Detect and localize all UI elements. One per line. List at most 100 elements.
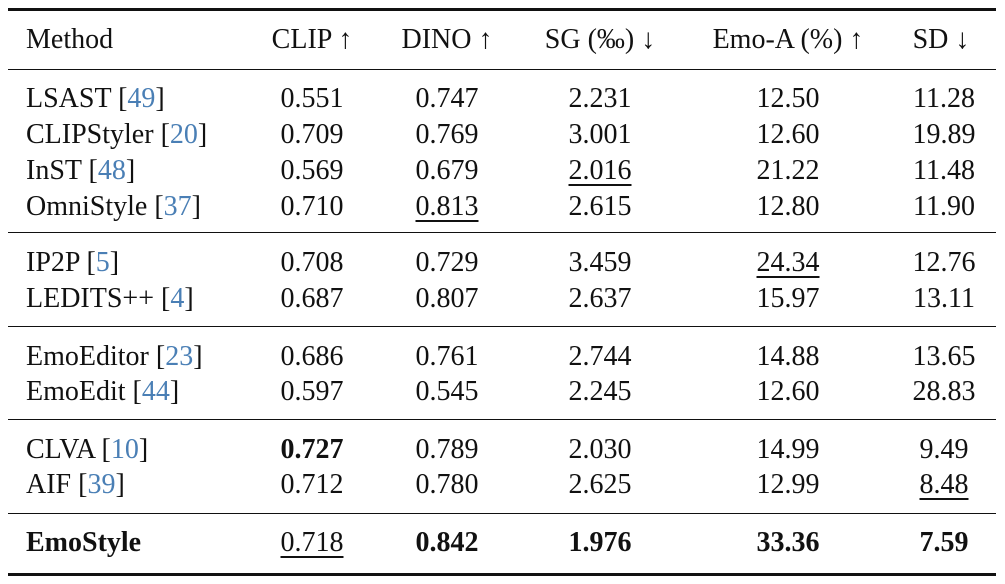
sd-cell: 19.89: [912, 119, 976, 150]
citation-link[interactable]: 4: [170, 283, 185, 314]
table-row: CLIPStyler [20] 0.709 0.769 3.001 12.60 …: [8, 117, 996, 153]
citation-link[interactable]: 10: [110, 434, 139, 465]
header-clip: CLIP ↑: [271, 24, 353, 55]
citation-link[interactable]: 37: [163, 191, 192, 222]
clip-cell: 0.551: [280, 83, 344, 114]
clip-cell: 0.686: [280, 341, 344, 372]
clip-cell: 0.712: [280, 469, 344, 500]
header-emo-a: Emo-A (%) ↑: [712, 24, 864, 55]
clip-cell: 0.687: [280, 283, 344, 314]
group-rule: [8, 232, 996, 234]
method-cell: AIF [39]: [26, 469, 125, 500]
dino-cell: 0.761: [415, 341, 479, 372]
header-rule: [8, 69, 996, 71]
citation-link[interactable]: 44: [141, 376, 170, 407]
citation-link[interactable]: 49: [127, 83, 156, 114]
sg-cell: 2.744: [568, 341, 632, 372]
sd-cell: 28.83: [912, 376, 976, 407]
emo-a-cell: 24.34: [756, 247, 820, 278]
header-dino: DINO ↑: [401, 24, 493, 55]
emo-a-cell: 12.60: [756, 119, 820, 150]
citation-link[interactable]: 5: [95, 247, 110, 278]
dino-cell: 0.747: [415, 83, 479, 114]
citation-link[interactable]: 20: [169, 119, 198, 150]
emo-a-cell: 12.80: [756, 191, 820, 222]
top-rule: [8, 8, 996, 11]
dino-cell: 0.842: [415, 527, 479, 558]
clip-cell: 0.708: [280, 247, 344, 278]
group-rule: [8, 326, 996, 328]
sg-cell: 2.030: [568, 434, 632, 465]
header-method: Method: [26, 24, 114, 55]
group-rule: [8, 419, 996, 421]
sg-cell: 2.615: [568, 191, 632, 222]
sg-cell: 2.016: [568, 155, 632, 186]
sg-cell: 1.976: [568, 527, 632, 558]
sg-cell: 3.459: [568, 247, 632, 278]
dino-cell: 0.769: [415, 119, 479, 150]
sg-cell: 2.245: [568, 376, 632, 407]
table-row: IP2P [5] 0.708 0.729 3.459 24.34 12.76: [8, 245, 996, 281]
sg-cell: 2.625: [568, 469, 632, 500]
emo-a-cell: 12.60: [756, 376, 820, 407]
table-row: CLVA [10] 0.727 0.789 2.030 14.99 9.49: [8, 432, 996, 468]
emo-a-cell: 12.50: [756, 83, 820, 114]
sd-cell: 7.59: [919, 527, 969, 558]
sg-cell: 3.001: [568, 119, 632, 150]
table-row: LSAST [49] 0.551 0.747 2.231 12.50 11.28: [8, 81, 996, 117]
sg-cell: 2.637: [568, 283, 632, 314]
sd-cell: 11.48: [913, 155, 975, 186]
table-row: EmoEditor [23] 0.686 0.761 2.744 14.88 1…: [8, 339, 996, 375]
emo-a-cell: 21.22: [756, 155, 820, 186]
method-cell: CLIPStyler [20]: [26, 119, 208, 150]
dino-cell: 0.545: [415, 376, 479, 407]
table-row: LEDITS++ [4] 0.687 0.807 2.637 15.97 13.…: [8, 281, 996, 317]
dino-cell: 0.780: [415, 469, 479, 500]
method-cell: EmoEdit [44]: [26, 376, 180, 407]
emo-a-cell: 14.88: [756, 341, 820, 372]
table-row: OmniStyle [37] 0.710 0.813 2.615 12.80 1…: [8, 189, 996, 225]
sd-cell: 13.65: [912, 341, 976, 372]
method-cell: CLVA [10]: [26, 434, 149, 465]
citation-link[interactable]: 23: [165, 341, 194, 372]
clip-cell: 0.709: [280, 119, 344, 150]
dino-cell: 0.789: [415, 434, 479, 465]
sd-cell: 12.76: [912, 247, 976, 278]
dino-cell: 0.813: [415, 191, 479, 222]
group-rule: [8, 513, 996, 515]
clip-cell: 0.718: [280, 527, 344, 558]
method-cell: OmniStyle [37]: [26, 191, 201, 222]
dino-cell: 0.679: [415, 155, 479, 186]
bottom-rule: [8, 573, 996, 576]
sd-cell: 13.11: [913, 283, 975, 314]
clip-cell: 0.710: [280, 191, 344, 222]
method-cell: LEDITS++ [4]: [26, 283, 194, 314]
citation-link[interactable]: 39: [87, 469, 116, 500]
emo-a-cell: 33.36: [756, 527, 820, 558]
citation-link[interactable]: 48: [97, 155, 126, 186]
header-sd: SD ↓: [912, 24, 970, 55]
sd-cell: 8.48: [919, 469, 969, 500]
table-row: EmoEdit [44] 0.597 0.545 2.245 12.60 28.…: [8, 374, 996, 410]
sg-cell: 2.231: [568, 83, 632, 114]
emo-a-cell: 15.97: [756, 283, 820, 314]
table-row: InST [48] 0.569 0.679 2.016 21.22 11.48: [8, 153, 996, 189]
sd-cell: 9.49: [919, 434, 969, 465]
clip-cell: 0.569: [280, 155, 344, 186]
method-cell: IP2P [5]: [26, 247, 120, 278]
header-sg: SG (‰) ↓: [544, 24, 656, 55]
clip-cell: 0.597: [280, 376, 344, 407]
method-cell: EmoStyle: [26, 527, 142, 558]
emo-a-cell: 12.99: [756, 469, 820, 500]
emo-a-cell: 14.99: [756, 434, 820, 465]
table-row: AIF [39] 0.712 0.780 2.625 12.99 8.48: [8, 467, 996, 503]
sd-cell: 11.28: [913, 83, 975, 114]
method-cell: LSAST [49]: [26, 83, 165, 114]
table-row-emostyle: EmoStyle 0.718 0.842 1.976 33.36 7.59: [8, 525, 996, 561]
dino-cell: 0.807: [415, 283, 479, 314]
method-cell: EmoEditor [23]: [26, 341, 203, 372]
clip-cell: 0.727: [280, 434, 344, 465]
sd-cell: 11.90: [913, 191, 975, 222]
method-cell: InST [48]: [26, 155, 136, 186]
dino-cell: 0.729: [415, 247, 479, 278]
